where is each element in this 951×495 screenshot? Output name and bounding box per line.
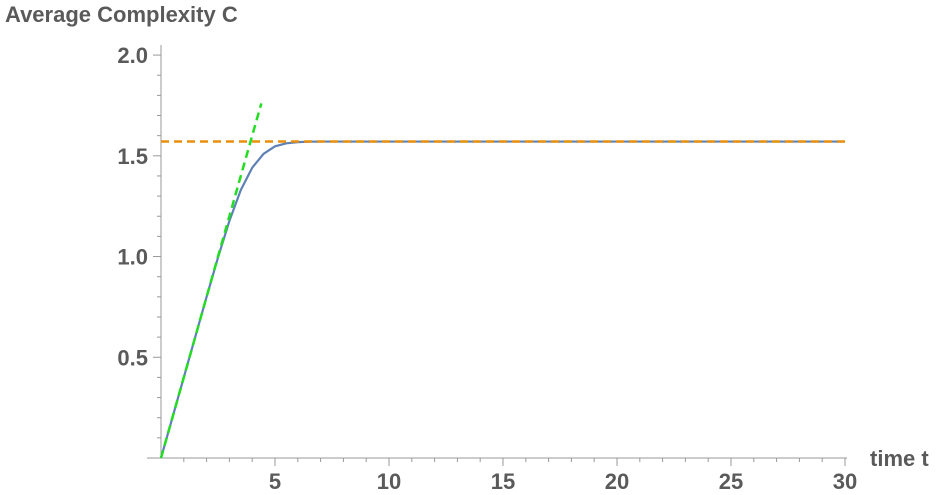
complexity-curve bbox=[159, 140, 845, 459]
x-tick-label: 15 bbox=[491, 469, 515, 494]
x-tick-label: 25 bbox=[719, 469, 743, 494]
x-tick-label: 30 bbox=[833, 469, 857, 494]
linear-growth-asymptote bbox=[159, 103, 263, 459]
y-tick-label: 2.0 bbox=[117, 43, 148, 68]
y-axis-label: Average Complexity C bbox=[5, 2, 238, 27]
y-tick-label: 1.5 bbox=[117, 144, 148, 169]
x-axis-label: time t bbox=[870, 446, 929, 471]
x-tick-label: 10 bbox=[377, 469, 401, 494]
x-tick-label: 20 bbox=[605, 469, 629, 494]
y-tick-label: 1.0 bbox=[117, 245, 148, 270]
series-lines bbox=[159, 103, 845, 459]
x-tick-label: 5 bbox=[269, 469, 281, 494]
ticks: 5 10 15 20 25 30 0.5 1.0 1.5 2.0 bbox=[117, 43, 857, 494]
y-tick-label: 0.5 bbox=[117, 345, 148, 370]
